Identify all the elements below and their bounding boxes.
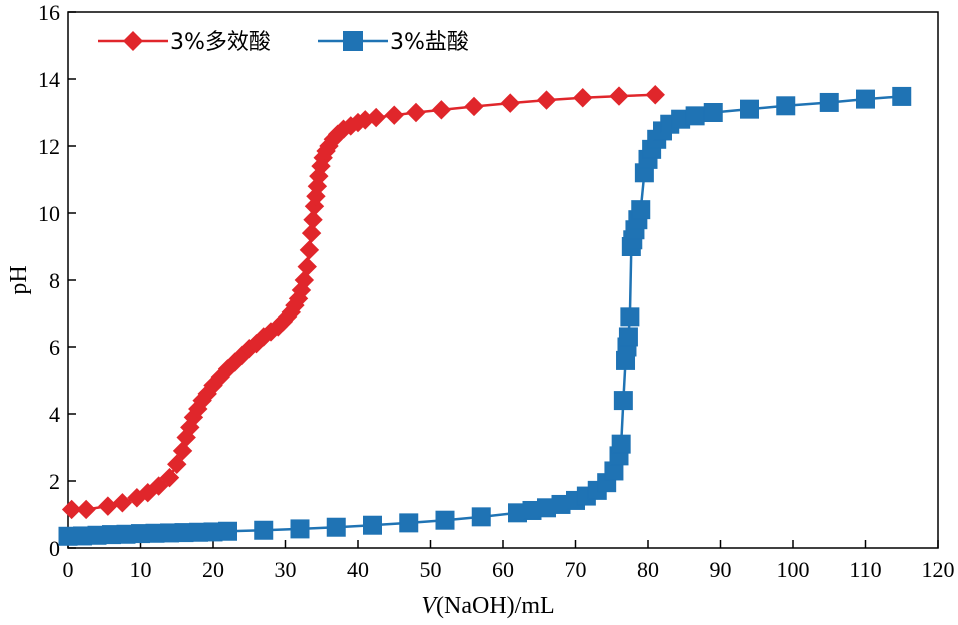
legend-label-3pct-hcl: 3%盐酸	[390, 30, 469, 55]
series-3pct-hcl	[58, 86, 912, 546]
data-point-square	[326, 517, 346, 537]
y-tick-label: 0	[49, 536, 60, 561]
y-axis-title: pH	[6, 265, 32, 294]
data-point-diamond	[464, 96, 484, 117]
x-axis-title: V(NaOH)/mL	[421, 593, 554, 619]
data-point-diamond	[299, 240, 320, 260]
data-point-square	[685, 106, 705, 126]
x-tick-label: 100	[777, 557, 810, 582]
y-tick-label: 6	[49, 335, 60, 360]
x-axis-title-unit: (NaOH)/mL	[436, 593, 555, 619]
x-tick-label: 110	[849, 557, 881, 582]
data-point-diamond	[76, 499, 96, 520]
data-point-square	[856, 89, 875, 109]
data-point-diamond	[536, 90, 557, 110]
data-point-square	[892, 86, 912, 106]
data-point-square	[613, 391, 633, 411]
data-point-square	[618, 327, 638, 347]
x-tick-label: 80	[637, 557, 659, 582]
data-point-diamond	[112, 493, 133, 513]
data-point-square	[435, 510, 455, 530]
data-point-diamond	[609, 86, 629, 106]
data-point-square	[631, 200, 651, 220]
y-tick-label: 8	[49, 268, 60, 293]
data-point-diamond	[500, 93, 520, 113]
data-point-square	[819, 92, 839, 112]
series-layer	[58, 85, 912, 546]
data-point-diamond	[645, 85, 665, 105]
x-tick-label: 60	[492, 557, 514, 582]
x-tick-label: 40	[347, 557, 369, 582]
series-line	[67, 95, 902, 538]
y-tick-label: 2	[49, 469, 60, 494]
data-point-diamond	[172, 441, 193, 461]
data-point-diamond	[297, 256, 317, 277]
data-point-square	[471, 507, 491, 527]
x-tick-label: 70	[565, 557, 587, 582]
y-tick-label: 14	[38, 67, 60, 92]
data-point-diamond	[431, 100, 452, 120]
x-tick-label: 120	[922, 557, 955, 582]
data-point-diamond	[366, 107, 386, 128]
data-point-diamond	[167, 454, 187, 474]
data-point-square	[620, 307, 640, 327]
x-tick-label: 20	[202, 557, 224, 582]
data-point-diamond	[159, 467, 180, 488]
x-tick-label: 30	[275, 557, 297, 582]
data-point-square	[363, 515, 382, 535]
data-point-square	[776, 96, 796, 116]
legend-label-3pct-multi-acid: 3%多效酸	[170, 30, 271, 55]
y-tick-label: 10	[38, 201, 60, 226]
data-point-diamond	[301, 223, 322, 243]
data-point-square	[703, 103, 723, 122]
x-axis-title-variable: V	[421, 593, 438, 619]
data-point-diamond	[406, 102, 426, 123]
data-point-square	[399, 513, 419, 533]
data-point-square	[611, 434, 631, 454]
y-tick-label: 4	[49, 402, 60, 427]
axis-ticks: 0 10 20 30 40 50 60 70 80 90 100 110 120 0 2 4 6 8 10 12 14 1…	[38, 0, 955, 582]
plot-frame	[67, 11, 939, 549]
data-point-diamond	[573, 88, 593, 108]
data-point-square	[218, 521, 237, 541]
series-3pct-multi-acid	[61, 85, 665, 520]
data-point-square	[254, 520, 274, 540]
legend: 3%多效酸 3%盐酸	[98, 30, 469, 55]
x-tick-label: 0	[63, 557, 74, 582]
data-point-diamond	[384, 105, 404, 125]
series-line	[71, 93, 656, 511]
x-tick-label: 90	[710, 557, 732, 582]
y-tick-label: 16	[38, 0, 60, 25]
data-point-square	[290, 519, 310, 539]
data-point-diamond	[148, 476, 169, 496]
x-tick-label: 10	[130, 557, 152, 582]
y-tick-label: 12	[38, 134, 60, 159]
data-point-diamond	[61, 499, 82, 520]
data-point-diamond	[303, 209, 323, 230]
x-tick-label: 50	[420, 557, 442, 582]
data-point-square	[740, 99, 759, 119]
legend-marker-diamond	[123, 31, 143, 51]
data-point-diamond	[294, 270, 315, 290]
data-point-diamond	[98, 496, 118, 516]
legend-marker-square	[343, 31, 363, 51]
